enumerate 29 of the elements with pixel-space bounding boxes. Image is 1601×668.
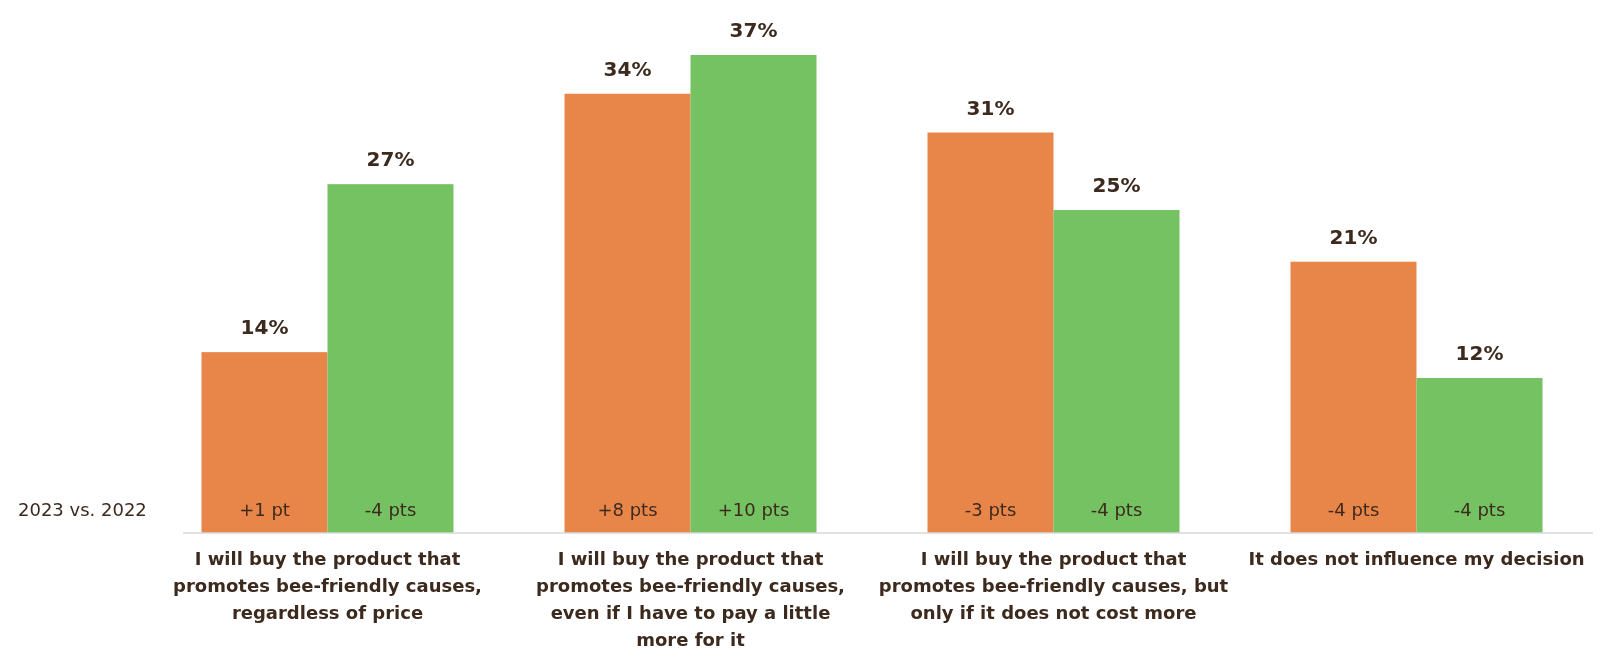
bar (1053, 210, 1180, 533)
annotation: -4 pts (1327, 499, 1380, 520)
data-label: 21% (1329, 224, 1378, 249)
data-label: 25% (1092, 173, 1141, 198)
x-tick-label: I will buy the product that promotes bee-friendly causes, even if I have to pay a little more for it (536, 548, 845, 650)
bar (201, 352, 328, 533)
bar (1290, 261, 1417, 533)
bar (927, 132, 1054, 533)
text: 2023 vs. 2022 (18, 499, 147, 520)
data-label: 34% (603, 56, 652, 81)
data-label: 31% (966, 95, 1015, 120)
annotation: -3 pts (964, 499, 1017, 520)
bar (1416, 377, 1543, 533)
data-label: 12% (1455, 340, 1504, 365)
bar (327, 184, 454, 533)
bar (564, 93, 691, 533)
annotation: -4 pts (1453, 499, 1506, 520)
annotation: +8 pts (597, 499, 658, 520)
annotation: -4 pts (364, 499, 417, 520)
x-tick-label: I will buy the product that promotes bee-friendly causes, but only if it does not cost more (878, 548, 1229, 623)
annotation: +10 pts (717, 499, 790, 520)
x-tick-label: It does not influence my decision (1248, 548, 1585, 569)
annotation: +1 pt (239, 499, 290, 520)
data-label: 37% (729, 18, 778, 42)
data-label: 27% (366, 147, 415, 172)
x-tick-label: I will buy the product that promotes bee-friendly causes, regardless of price (173, 548, 482, 623)
annotation: -4 pts (1090, 499, 1143, 520)
data-label: 14% (240, 315, 289, 340)
bar (690, 55, 817, 533)
